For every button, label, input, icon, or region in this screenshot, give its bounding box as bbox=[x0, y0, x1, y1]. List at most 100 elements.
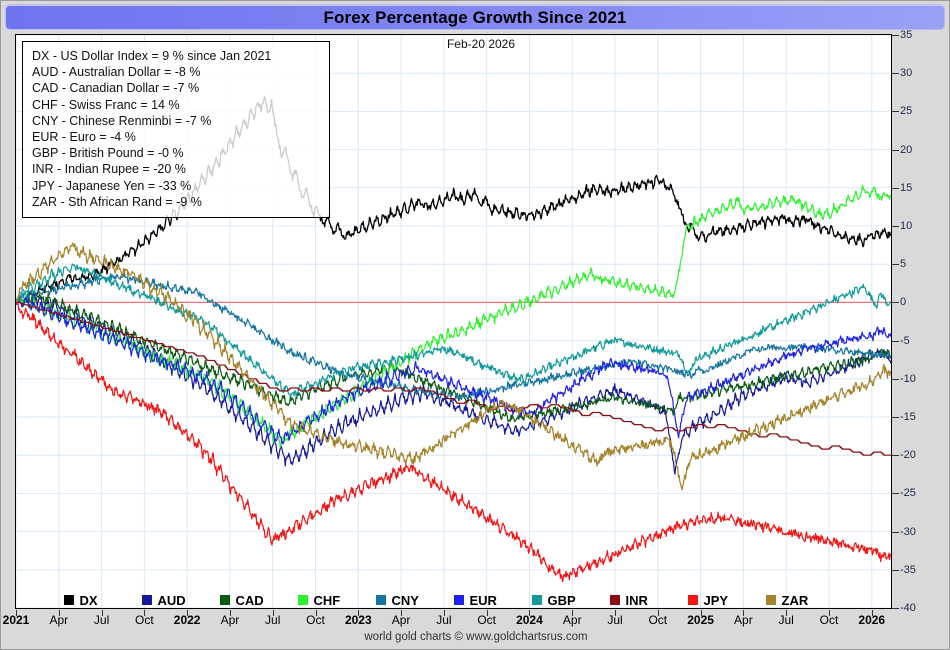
y-axis-tick-label: -40 bbox=[900, 602, 916, 614]
y-axis-tick-label: -10 bbox=[900, 372, 916, 385]
series-legend-label: INR bbox=[625, 592, 648, 608]
x-axis-tick-label: 2023 bbox=[344, 613, 372, 627]
series-legend-label: JPY bbox=[703, 592, 729, 608]
y-axis-tick-label: 20 bbox=[900, 143, 913, 156]
x-axis-tick-mark bbox=[229, 610, 231, 616]
series-line-eur bbox=[16, 296, 891, 445]
series-line-gbp bbox=[16, 263, 891, 399]
x-axis-tick-label: Jul bbox=[607, 613, 623, 627]
y-axis-tick-mark bbox=[892, 226, 899, 227]
x-axis-tick-label: Apr bbox=[49, 613, 69, 627]
y-axis-tick-mark bbox=[892, 455, 899, 457]
x-axis-tick-mark bbox=[16, 610, 17, 616]
x-axis-tick-label: 2026 bbox=[858, 613, 886, 627]
x-axis-tick-mark bbox=[443, 610, 445, 616]
series-legend-item-cad[interactable]: CAD bbox=[219, 592, 298, 608]
series-legend-label: DX bbox=[79, 592, 98, 608]
y-axis-tick-label: 25 bbox=[900, 105, 913, 118]
y-axis-tick-label: -15 bbox=[900, 411, 916, 423]
y-axis-tick-label: 35 bbox=[900, 29, 913, 41]
x-axis-tick-label: Apr bbox=[391, 613, 411, 627]
series-color-swatch-icon bbox=[63, 595, 74, 605]
y-axis-tick-mark bbox=[892, 111, 899, 113]
series-legend-item-eur[interactable]: EUR bbox=[453, 593, 532, 608]
date-annotation: Feb-20 2026 bbox=[446, 37, 516, 51]
x-axis-tick-mark bbox=[786, 610, 788, 616]
x-axis-tick-label: 2024 bbox=[516, 613, 543, 627]
summary-legend-line: JPY - Japanese Yen = -33 % bbox=[32, 178, 192, 193]
x-axis-tick-label: Oct bbox=[648, 613, 668, 627]
series-line-chf bbox=[16, 184, 891, 448]
chart-canvas bbox=[16, 35, 891, 608]
x-axis-tick-mark bbox=[572, 610, 574, 616]
series-legend-item-dx[interactable]: DX bbox=[63, 592, 142, 608]
page-title: Forex Percentage Growth Since 2021 bbox=[323, 8, 627, 27]
y-axis-tick-mark bbox=[892, 73, 899, 75]
x-axis-tick-mark bbox=[315, 610, 317, 616]
y-axis-tick-mark bbox=[892, 417, 899, 418]
y-axis-tick-mark bbox=[892, 302, 899, 304]
summary-legend-line: ZAR - Sth African Rand = -9 % bbox=[32, 194, 202, 209]
y-axis-tick-mark bbox=[892, 493, 899, 495]
x-axis-tick-mark bbox=[101, 610, 103, 616]
summary-legend-line: CAD - Canadian Dollar = -7 % bbox=[32, 81, 200, 96]
x-axis-tick-mark bbox=[58, 610, 60, 616]
series-legend-item-jpy[interactable]: JPY bbox=[687, 592, 766, 608]
summary-legend-line: EUR - Euro = -4 % bbox=[32, 130, 136, 145]
summary-legend-line: AUD - Australian Dollar = -8 % bbox=[32, 65, 201, 80]
series-legend-label: CHF bbox=[313, 592, 341, 608]
y-axis-tick-label: -5 bbox=[900, 334, 910, 347]
series-legend-label: CNY bbox=[391, 592, 419, 608]
window-titlebar: Forex Percentage Growth Since 2021 bbox=[5, 4, 945, 30]
series-color-swatch-icon bbox=[765, 595, 776, 605]
x-axis-tick-label: Oct bbox=[135, 613, 154, 627]
y-axis-tick-label: -35 bbox=[900, 563, 916, 576]
series-legend: DX AUD CAD CHF CNY EUR GBP INR JPY ZAR bbox=[15, 590, 892, 610]
x-axis-tick-label: Oct bbox=[819, 613, 839, 627]
series-lines bbox=[16, 95, 891, 583]
y-axis-tick-label: 30 bbox=[900, 67, 913, 80]
series-legend-item-aud[interactable]: AUD bbox=[141, 592, 220, 608]
series-legend-label: AUD bbox=[157, 592, 186, 608]
y-axis-tick-mark bbox=[892, 340, 899, 342]
y-axis-tick-mark bbox=[892, 35, 899, 36]
x-axis-tick-mark bbox=[828, 610, 830, 616]
series-color-swatch-icon bbox=[141, 595, 152, 605]
series-color-swatch-icon bbox=[609, 595, 620, 605]
y-axis-tick-label: 5 bbox=[900, 258, 907, 271]
series-legend-item-gbp[interactable]: GBP bbox=[531, 593, 610, 608]
x-axis-tick-mark bbox=[700, 610, 702, 616]
x-axis-tick-mark bbox=[529, 610, 531, 616]
x-axis-tick-label: Jul bbox=[93, 613, 110, 627]
summary-legend-line: GBP - British Pound = -0 % bbox=[32, 146, 184, 161]
x-axis-tick-label: Apr bbox=[220, 613, 240, 627]
footer-credit: world gold charts © www.goldchartsrus.co… bbox=[364, 631, 588, 643]
summary-legend-line: CNY - Chinese Renminbi = -7 % bbox=[32, 113, 212, 128]
series-legend-item-chf[interactable]: CHF bbox=[297, 592, 376, 608]
x-axis-tick-mark bbox=[615, 610, 617, 616]
x-axis-tick-label: Jul bbox=[265, 613, 281, 627]
summary-legend-line: CHF - Swiss Franc = 14 % bbox=[32, 97, 180, 112]
x-axis-tick-label: Jul bbox=[436, 613, 452, 627]
series-legend-label: CAD bbox=[235, 592, 264, 608]
series-legend-item-cny[interactable]: CNY bbox=[375, 592, 454, 608]
y-axis-tick-label: 10 bbox=[900, 220, 913, 232]
y-axis-tick-mark bbox=[892, 149, 899, 151]
x-axis-tick-label: Oct bbox=[477, 613, 496, 627]
y-axis-tick-mark bbox=[892, 264, 899, 266]
series-color-swatch-icon bbox=[219, 595, 230, 605]
series-legend-item-zar[interactable]: ZAR bbox=[765, 592, 844, 608]
series-legend-item-inr[interactable]: INR bbox=[609, 592, 688, 608]
x-axis-tick-label: Apr bbox=[562, 613, 582, 627]
series-line-inr bbox=[16, 301, 891, 456]
x-axis-tick-mark bbox=[187, 610, 189, 616]
summary-legend-line: DX - US Dollar Index = 9 % since Jan 202… bbox=[32, 49, 272, 63]
x-axis-tick-mark bbox=[871, 610, 873, 616]
y-axis-tick-label: 0 bbox=[900, 296, 907, 309]
x-axis-tick-label: Apr bbox=[734, 613, 753, 627]
x-axis-tick-label: 2021 bbox=[2, 613, 30, 627]
series-line-jpy bbox=[16, 300, 891, 583]
x-axis-tick-mark bbox=[358, 610, 360, 616]
series-legend-label: ZAR bbox=[781, 592, 809, 608]
